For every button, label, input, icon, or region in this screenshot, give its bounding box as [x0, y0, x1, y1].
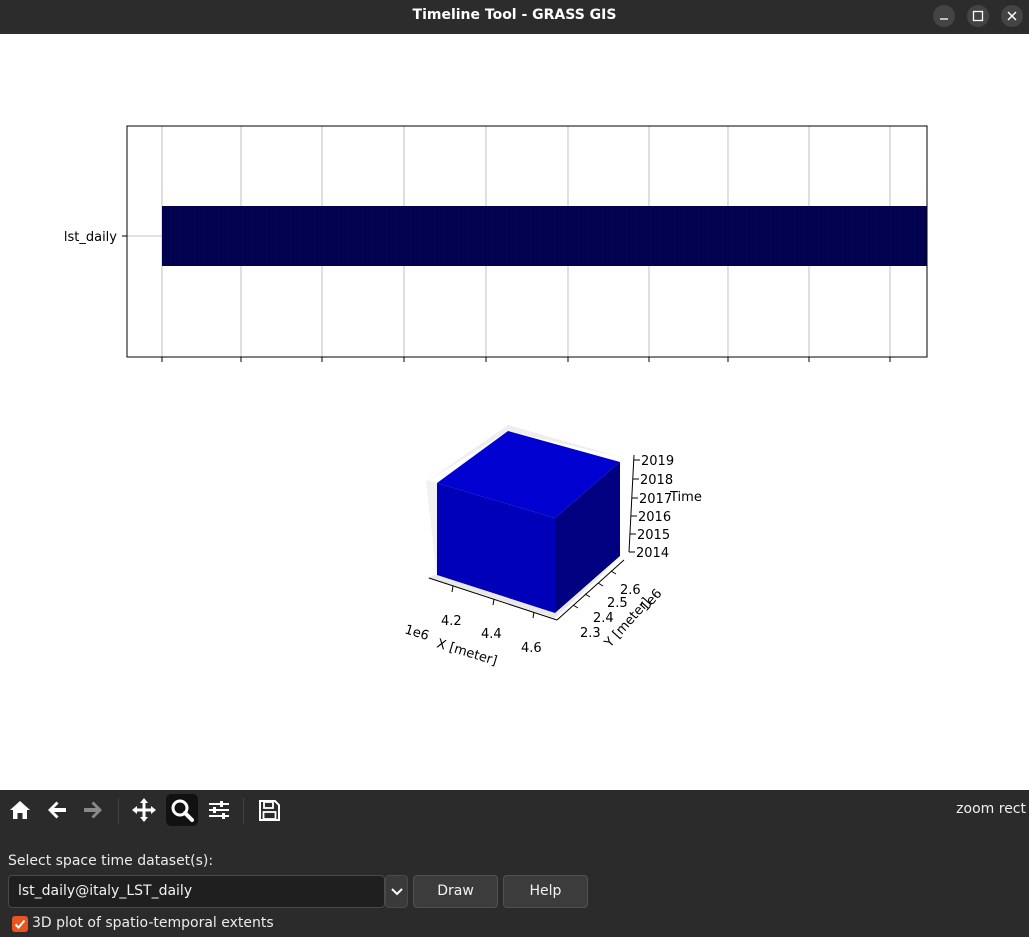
- save-button[interactable]: [253, 794, 285, 826]
- configure-subplots-button[interactable]: [203, 794, 235, 826]
- close-button[interactable]: [1001, 5, 1023, 27]
- cube-top-face: [437, 431, 620, 518]
- cube-z-tick-2017: 2017: [639, 492, 672, 507]
- pan-button[interactable]: [128, 794, 160, 826]
- zoom-button[interactable]: [166, 794, 198, 826]
- maximize-button[interactable]: [967, 5, 989, 27]
- cube-z-axis-label: Time: [669, 490, 702, 505]
- timeline-dataset-label: lst_daily: [64, 230, 117, 245]
- title-bar: Timeline Tool - GRASS GIS: [0, 0, 1029, 34]
- magnifier-icon: [171, 799, 194, 822]
- minimize-button[interactable]: [933, 5, 955, 27]
- move-icon: [132, 798, 156, 822]
- cube-y-tick-2-3: 2.3: [580, 626, 601, 641]
- cube-z-tick-2018: 2018: [640, 473, 673, 488]
- plot-canvas[interactable]: lst_daily 2014 2015 2016: [0, 34, 1029, 790]
- cube-y-axis-line: [556, 559, 625, 621]
- cube-side-face: [555, 462, 620, 613]
- cube-floor-pane: [426, 556, 622, 618]
- dataset-combobox-value: lst_daily@italy_LST_daily: [18, 883, 193, 899]
- cube-back-pane-left: [426, 480, 437, 578]
- minimize-icon: [940, 18, 948, 20]
- cube-z-tick-2016: 2016: [638, 510, 671, 525]
- cube-x-tick-4-4: 4.4: [481, 627, 502, 642]
- maximize-icon: [972, 10, 984, 22]
- window-title: Timeline Tool - GRASS GIS: [412, 7, 617, 23]
- cube-x-tick-4-6: 4.6: [521, 641, 542, 656]
- close-icon: [1007, 11, 1017, 21]
- cube-z-ticks: [629, 459, 640, 553]
- dataset-panel: Select space time dataset(s): lst_daily@…: [0, 834, 1029, 937]
- dataset-dropdown-button[interactable]: [385, 875, 408, 908]
- cube-y-ticks: [572, 570, 617, 609]
- arrow-right-icon: [84, 801, 102, 819]
- cube-z-axis-line: [628, 454, 635, 553]
- cube-x-axis-line: [428, 577, 558, 621]
- timeline-xticks: [161, 357, 891, 362]
- cube-subplot: 2014 2015 2016 2017 2018 2019 Time 4.2 4…: [403, 425, 702, 669]
- 3d-plot-checkbox-label[interactable]: 3D plot of spatio-temporal extents: [32, 915, 274, 931]
- cube-y-tick-2-5: 2.5: [607, 596, 628, 611]
- checkmark-icon: [14, 919, 26, 929]
- home-icon: [10, 801, 30, 819]
- cube-x-axis-offset: 1e6: [403, 622, 431, 644]
- cube-y-tick-2-4: 2.4: [593, 611, 614, 626]
- 3d-plot-checkbox[interactable]: [12, 916, 28, 932]
- timeline-axes-frame: [126, 125, 928, 358]
- toolbar-mode-status: zoom rect: [956, 801, 1026, 817]
- cube-z-tick-2015: 2015: [637, 528, 670, 543]
- toolbar-separator: [243, 798, 244, 824]
- draw-button[interactable]: Draw: [413, 875, 498, 908]
- cube-x-ticks: [451, 585, 535, 619]
- navigation-toolbar: zoom rect: [0, 790, 1029, 834]
- back-button[interactable]: [41, 794, 73, 826]
- home-button[interactable]: [4, 794, 36, 826]
- toolbar-separator: [118, 798, 119, 824]
- dataset-timeline-bar: [162, 206, 927, 266]
- select-dataset-label: Select space time dataset(s):: [8, 853, 214, 869]
- cube-y-tick-2-6: 2.6: [620, 583, 641, 598]
- dataset-combobox[interactable]: lst_daily@italy_LST_daily: [8, 875, 385, 908]
- forward-button[interactable]: [77, 794, 109, 826]
- chevron-down-icon: [391, 888, 403, 896]
- cube-front-face: [437, 483, 555, 613]
- sliders-icon: [209, 801, 229, 819]
- cube-x-tick-4-2: 4.2: [441, 614, 462, 629]
- cube-z-tick-2019: 2019: [641, 454, 674, 469]
- help-button[interactable]: Help: [503, 875, 588, 908]
- figure-svg: lst_daily 2014 2015 2016: [64, 125, 928, 669]
- timeline-subplot: lst_daily: [64, 125, 928, 362]
- floppy-icon: [259, 800, 280, 821]
- cube-z-tick-2014: 2014: [636, 546, 669, 561]
- timeline-bar-stripes: [163, 206, 927, 266]
- arrow-left-icon: [48, 801, 66, 819]
